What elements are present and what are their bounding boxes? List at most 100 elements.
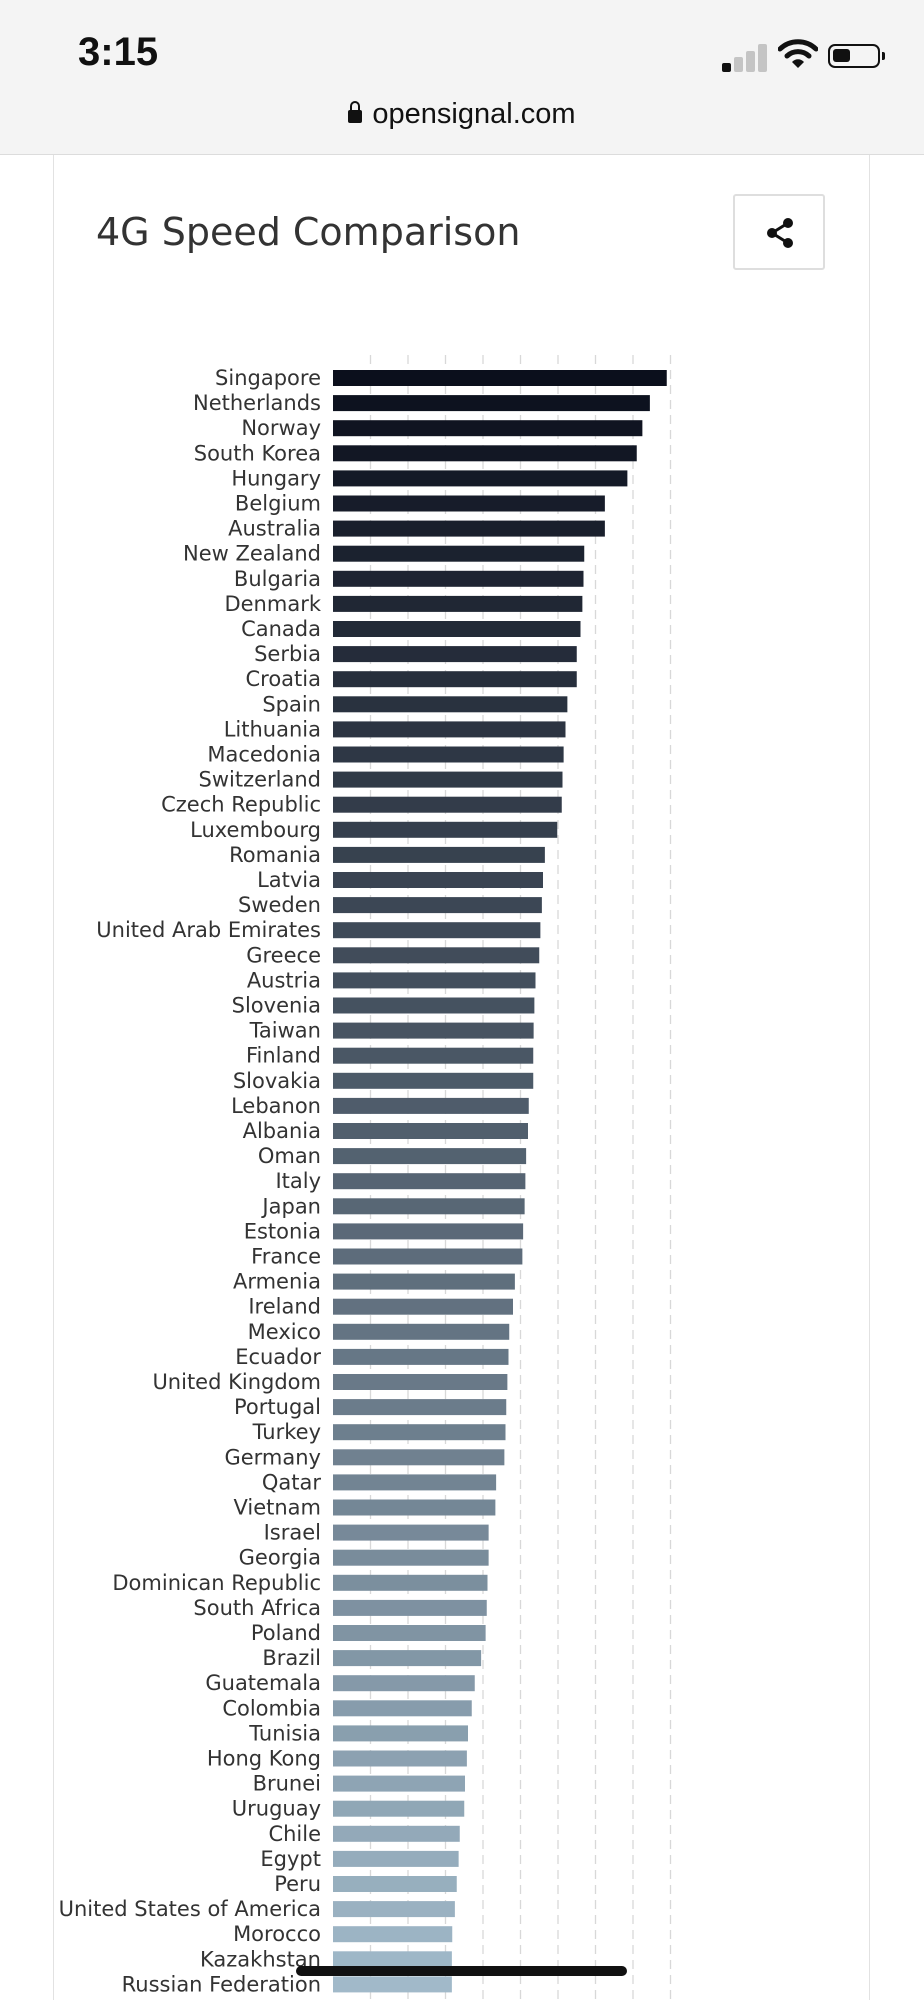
- bar[interactable]: [333, 922, 541, 939]
- wifi-icon: [778, 39, 818, 68]
- bar[interactable]: [333, 1750, 467, 1767]
- category-label: Netherlands: [193, 391, 321, 415]
- bar[interactable]: [333, 746, 564, 763]
- bar[interactable]: [333, 470, 628, 487]
- bar[interactable]: [333, 1800, 465, 1817]
- bar[interactable]: [333, 520, 605, 537]
- bar[interactable]: [333, 1223, 524, 1240]
- category-label: Brunei: [253, 1772, 321, 1796]
- bar[interactable]: [333, 1123, 528, 1139]
- bar[interactable]: [333, 1574, 488, 1591]
- bar[interactable]: [333, 947, 540, 964]
- category-label: Croatia: [246, 667, 322, 691]
- bar[interactable]: [333, 696, 568, 713]
- category-label: Romania: [229, 843, 321, 867]
- bar[interactable]: [333, 1298, 513, 1315]
- category-label: Italy: [275, 1169, 321, 1193]
- bar[interactable]: [333, 1599, 487, 1616]
- category-label: Lebanon: [231, 1094, 321, 1118]
- bar[interactable]: [333, 796, 562, 813]
- category-label: Australia: [228, 517, 321, 541]
- category-label: Germany: [224, 1445, 321, 1469]
- category-label: Norway: [241, 416, 321, 440]
- bar[interactable]: [333, 1675, 475, 1692]
- category-label: Egypt: [260, 1847, 321, 1871]
- bar[interactable]: [333, 1876, 457, 1892]
- bar[interactable]: [333, 1273, 515, 1290]
- bar[interactable]: [333, 671, 577, 688]
- bar[interactable]: [333, 1424, 506, 1441]
- bar[interactable]: [333, 1022, 534, 1039]
- bar[interactable]: [333, 1625, 486, 1641]
- bar[interactable]: [333, 1348, 509, 1365]
- bar[interactable]: [333, 1374, 508, 1390]
- bar[interactable]: [333, 721, 566, 738]
- battery-icon: [828, 44, 885, 68]
- card-border-right: [869, 155, 870, 2000]
- bar[interactable]: [333, 621, 581, 637]
- bar[interactable]: [333, 1549, 489, 1566]
- bar[interactable]: [333, 1700, 472, 1717]
- bar[interactable]: [333, 1850, 459, 1867]
- bar[interactable]: [333, 646, 577, 663]
- bar[interactable]: [333, 445, 637, 462]
- category-label: Switzerland: [199, 768, 322, 792]
- bar[interactable]: [333, 771, 563, 788]
- bar[interactable]: [333, 595, 583, 612]
- category-label: Singapore: [215, 366, 321, 390]
- bar[interactable]: [333, 1775, 465, 1792]
- bar[interactable]: [333, 545, 585, 562]
- bar[interactable]: [333, 1323, 510, 1340]
- category-label: Russian Federation: [122, 1972, 321, 1996]
- bar[interactable]: [333, 1248, 523, 1265]
- bar[interactable]: [333, 1901, 455, 1918]
- bar[interactable]: [333, 1097, 529, 1114]
- share-button[interactable]: [733, 194, 825, 270]
- category-label: Serbia: [254, 642, 321, 666]
- category-label: Hungary: [231, 466, 321, 490]
- category-label: Finland: [246, 1044, 321, 1068]
- bar[interactable]: [333, 1072, 534, 1089]
- bar[interactable]: [333, 1047, 534, 1064]
- category-label: Dominican Republic: [112, 1571, 321, 1595]
- home-indicator[interactable]: [296, 1966, 627, 1976]
- bar[interactable]: [333, 1725, 468, 1742]
- bar[interactable]: [333, 1474, 497, 1491]
- category-label: South Africa: [193, 1596, 321, 1620]
- bar[interactable]: [333, 872, 543, 888]
- bar[interactable]: [333, 395, 650, 412]
- category-label: South Korea: [194, 441, 321, 465]
- category-label: Portugal: [234, 1395, 321, 1419]
- category-label: Macedonia: [207, 743, 321, 767]
- bar[interactable]: [333, 1926, 453, 1943]
- bar[interactable]: [333, 972, 536, 989]
- card-border-left: [53, 155, 54, 2000]
- bar[interactable]: [333, 1650, 482, 1667]
- bar[interactable]: [333, 1825, 460, 1842]
- bar[interactable]: [333, 370, 667, 386]
- category-label: Czech Republic: [161, 793, 321, 817]
- bar[interactable]: [333, 495, 605, 512]
- address-bar[interactable]: opensignal.com: [0, 98, 924, 131]
- cellular-signal-icon: [722, 42, 768, 72]
- bar[interactable]: [333, 1173, 526, 1190]
- bar[interactable]: [333, 1399, 507, 1416]
- bar[interactable]: [333, 846, 545, 863]
- bar[interactable]: [333, 1499, 496, 1516]
- bar[interactable]: [333, 420, 643, 437]
- bar[interactable]: [333, 1976, 452, 1993]
- bar[interactable]: [333, 1524, 489, 1541]
- bar[interactable]: [333, 1449, 505, 1466]
- category-label: Greece: [246, 943, 321, 967]
- chart-title: 4G Speed Comparison: [96, 210, 521, 254]
- category-label: Slovenia: [232, 994, 321, 1018]
- bar[interactable]: [333, 570, 584, 587]
- bar[interactable]: [333, 1148, 527, 1165]
- bar[interactable]: [333, 821, 558, 838]
- bar[interactable]: [333, 1198, 525, 1215]
- bar[interactable]: [333, 997, 535, 1014]
- bar[interactable]: [333, 1951, 452, 1968]
- category-label: Armenia: [233, 1270, 321, 1294]
- bar[interactable]: [333, 897, 542, 914]
